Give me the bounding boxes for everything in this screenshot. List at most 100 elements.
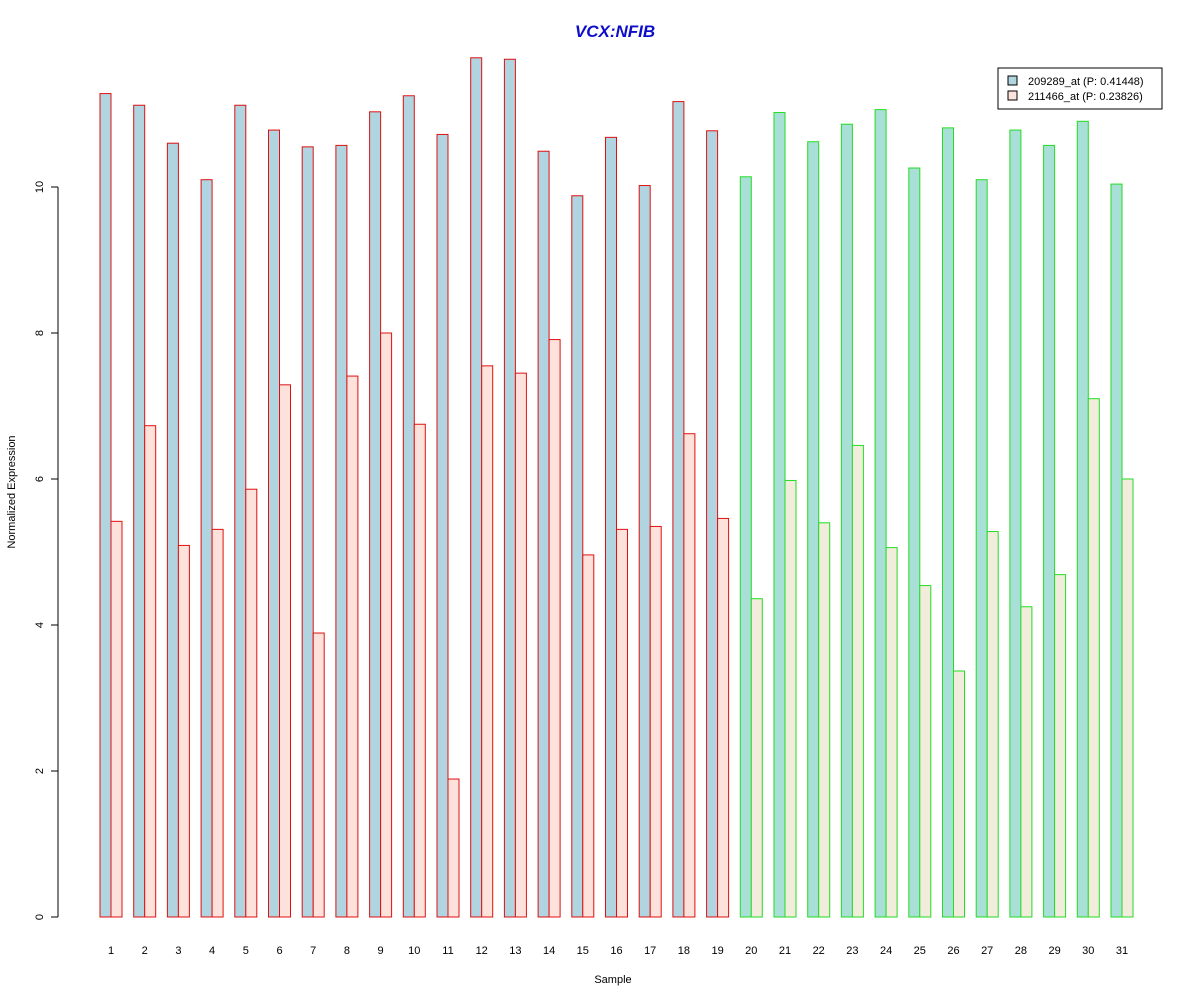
bar-sample-25-series-2 <box>919 585 932 918</box>
bar-sample-11-series-1 <box>436 133 449 918</box>
bar-sample-10-series-1 <box>402 95 415 918</box>
bar-sample-29-series-2 <box>1054 574 1067 918</box>
y-tick-label: 8 <box>34 330 46 336</box>
bar-sample-24-series-2 <box>885 547 898 918</box>
bar-sample-6-series-1 <box>268 129 280 918</box>
legend-label-series-2: 211466_at (P: 0.23826) <box>1028 91 1143 103</box>
y-tick-label: 4 <box>34 622 46 628</box>
bar-sample-8-series-2 <box>346 375 359 918</box>
bar-sample-9-series-2 <box>380 332 393 918</box>
x-tick-label: 27 <box>981 945 993 957</box>
y-axis-label: Normalized Expression <box>6 435 18 548</box>
bar-sample-16-series-2 <box>616 528 628 918</box>
x-tick-label: 20 <box>745 945 757 957</box>
bar-sample-26-series-1 <box>942 127 954 918</box>
legend-swatch-series-2 <box>1007 90 1018 101</box>
x-tick-label: 24 <box>880 945 892 957</box>
bar-sample-4-series-2 <box>211 528 224 918</box>
bar-sample-28-series-2 <box>1020 606 1033 918</box>
x-tick-label: 30 <box>1082 945 1094 957</box>
bar-sample-26-series-2 <box>953 670 965 918</box>
bars-layer <box>99 57 1134 918</box>
bar-sample-23-series-1 <box>840 123 853 918</box>
x-tick-label: 6 <box>276 945 282 957</box>
bar-sample-24-series-1 <box>874 109 887 918</box>
x-tick-label: 26 <box>947 945 959 957</box>
x-tick-label: 1 <box>108 945 114 957</box>
bar-sample-13-series-2 <box>514 372 527 918</box>
x-tick-label: 23 <box>846 945 858 957</box>
bar-sample-16-series-1 <box>605 136 617 918</box>
bar-sample-22-series-1 <box>807 141 820 918</box>
bar-sample-30-series-2 <box>1087 398 1100 918</box>
x-axis-tick-labels: 1 2 3 4 5 6 7 8 9 10 11 12 13 14 15 16 17 18 19 20 21 22 23 24 2… <box>108 945 1128 957</box>
bar-sample-15-series-1 <box>571 195 584 918</box>
x-tick-label: 3 <box>175 945 181 957</box>
bar-sample-5-series-1 <box>234 104 247 918</box>
x-axis-label: Sample <box>594 974 631 986</box>
x-tick-label: 12 <box>476 945 488 957</box>
x-tick-label: 10 <box>408 945 420 957</box>
bar-sample-27-series-2 <box>986 531 999 918</box>
x-tick-label: 8 <box>344 945 350 957</box>
legend-box <box>997 67 1163 110</box>
bar-sample-19-series-1 <box>706 130 719 918</box>
bar-sample-2-series-1 <box>133 104 146 918</box>
y-tick-label: 0 <box>34 914 46 920</box>
bar-sample-30-series-1 <box>1076 120 1089 918</box>
bar-sample-17-series-2 <box>649 525 662 918</box>
x-tick-label: 11 <box>442 945 453 957</box>
y-axis: 0 2 4 6 8 10 <box>34 181 59 920</box>
bar-sample-15-series-2 <box>582 554 595 918</box>
bar-sample-31-series-2 <box>1121 478 1134 918</box>
bar-sample-29-series-1 <box>1043 144 1056 918</box>
bar-sample-1-series-2 <box>110 520 123 918</box>
bar-sample-25-series-1 <box>908 167 921 918</box>
x-tick-label: 15 <box>577 945 589 957</box>
x-tick-label: 22 <box>813 945 825 957</box>
bar-sample-1-series-1 <box>99 93 112 918</box>
bar-sample-12-series-1 <box>470 57 483 918</box>
bar-sample-13-series-1 <box>503 58 516 918</box>
bar-sample-18-series-1 <box>672 101 685 918</box>
bar-sample-10-series-2 <box>413 423 426 918</box>
bar-sample-9-series-1 <box>369 111 382 918</box>
bar-sample-27-series-1 <box>975 179 988 918</box>
bar-sample-20-series-1 <box>739 176 752 918</box>
chart-title: VCX:NFIB <box>575 22 655 41</box>
x-tick-label: 17 <box>644 945 656 957</box>
x-tick-label: 18 <box>678 945 690 957</box>
bar-sample-8-series-1 <box>335 144 348 918</box>
bar-sample-14-series-1 <box>537 150 550 918</box>
x-tick-label: 5 <box>243 945 249 957</box>
bar-sample-7-series-1 <box>301 146 314 918</box>
bar-sample-2-series-2 <box>144 425 157 918</box>
x-tick-label: 31 <box>1116 945 1128 957</box>
x-tick-label: 14 <box>543 945 555 957</box>
legend: 209289_at (P: 0.41448) 211466_at (P: 0.2… <box>997 67 1163 110</box>
y-tick-label: 2 <box>34 768 46 774</box>
x-tick-label: 7 <box>310 945 316 957</box>
bar-sample-28-series-1 <box>1009 129 1022 918</box>
x-tick-label: 29 <box>1048 945 1060 957</box>
x-tick-label: 19 <box>711 945 723 957</box>
x-tick-label: 2 <box>142 945 148 957</box>
y-tick-label: 10 <box>34 181 46 193</box>
bar-sample-17-series-1 <box>638 185 651 918</box>
x-tick-label: 28 <box>1015 945 1027 957</box>
y-tick-label: 6 <box>34 476 46 482</box>
x-tick-label: 25 <box>914 945 926 957</box>
bar-sample-31-series-1 <box>1110 183 1123 918</box>
x-tick-label: 4 <box>209 945 215 957</box>
bar-sample-3-series-2 <box>177 544 190 918</box>
bar-sample-18-series-2 <box>683 433 696 918</box>
bar-sample-21-series-2 <box>784 479 797 918</box>
bar-sample-14-series-2 <box>548 339 561 918</box>
legend-label-series-1: 209289_at (P: 0.41448) <box>1028 76 1144 88</box>
bar-sample-20-series-2 <box>750 598 763 918</box>
bar-sample-7-series-2 <box>312 632 325 918</box>
bar-sample-12-series-2 <box>481 365 494 918</box>
x-tick-label: 9 <box>378 945 384 957</box>
bar-sample-5-series-2 <box>245 488 258 918</box>
